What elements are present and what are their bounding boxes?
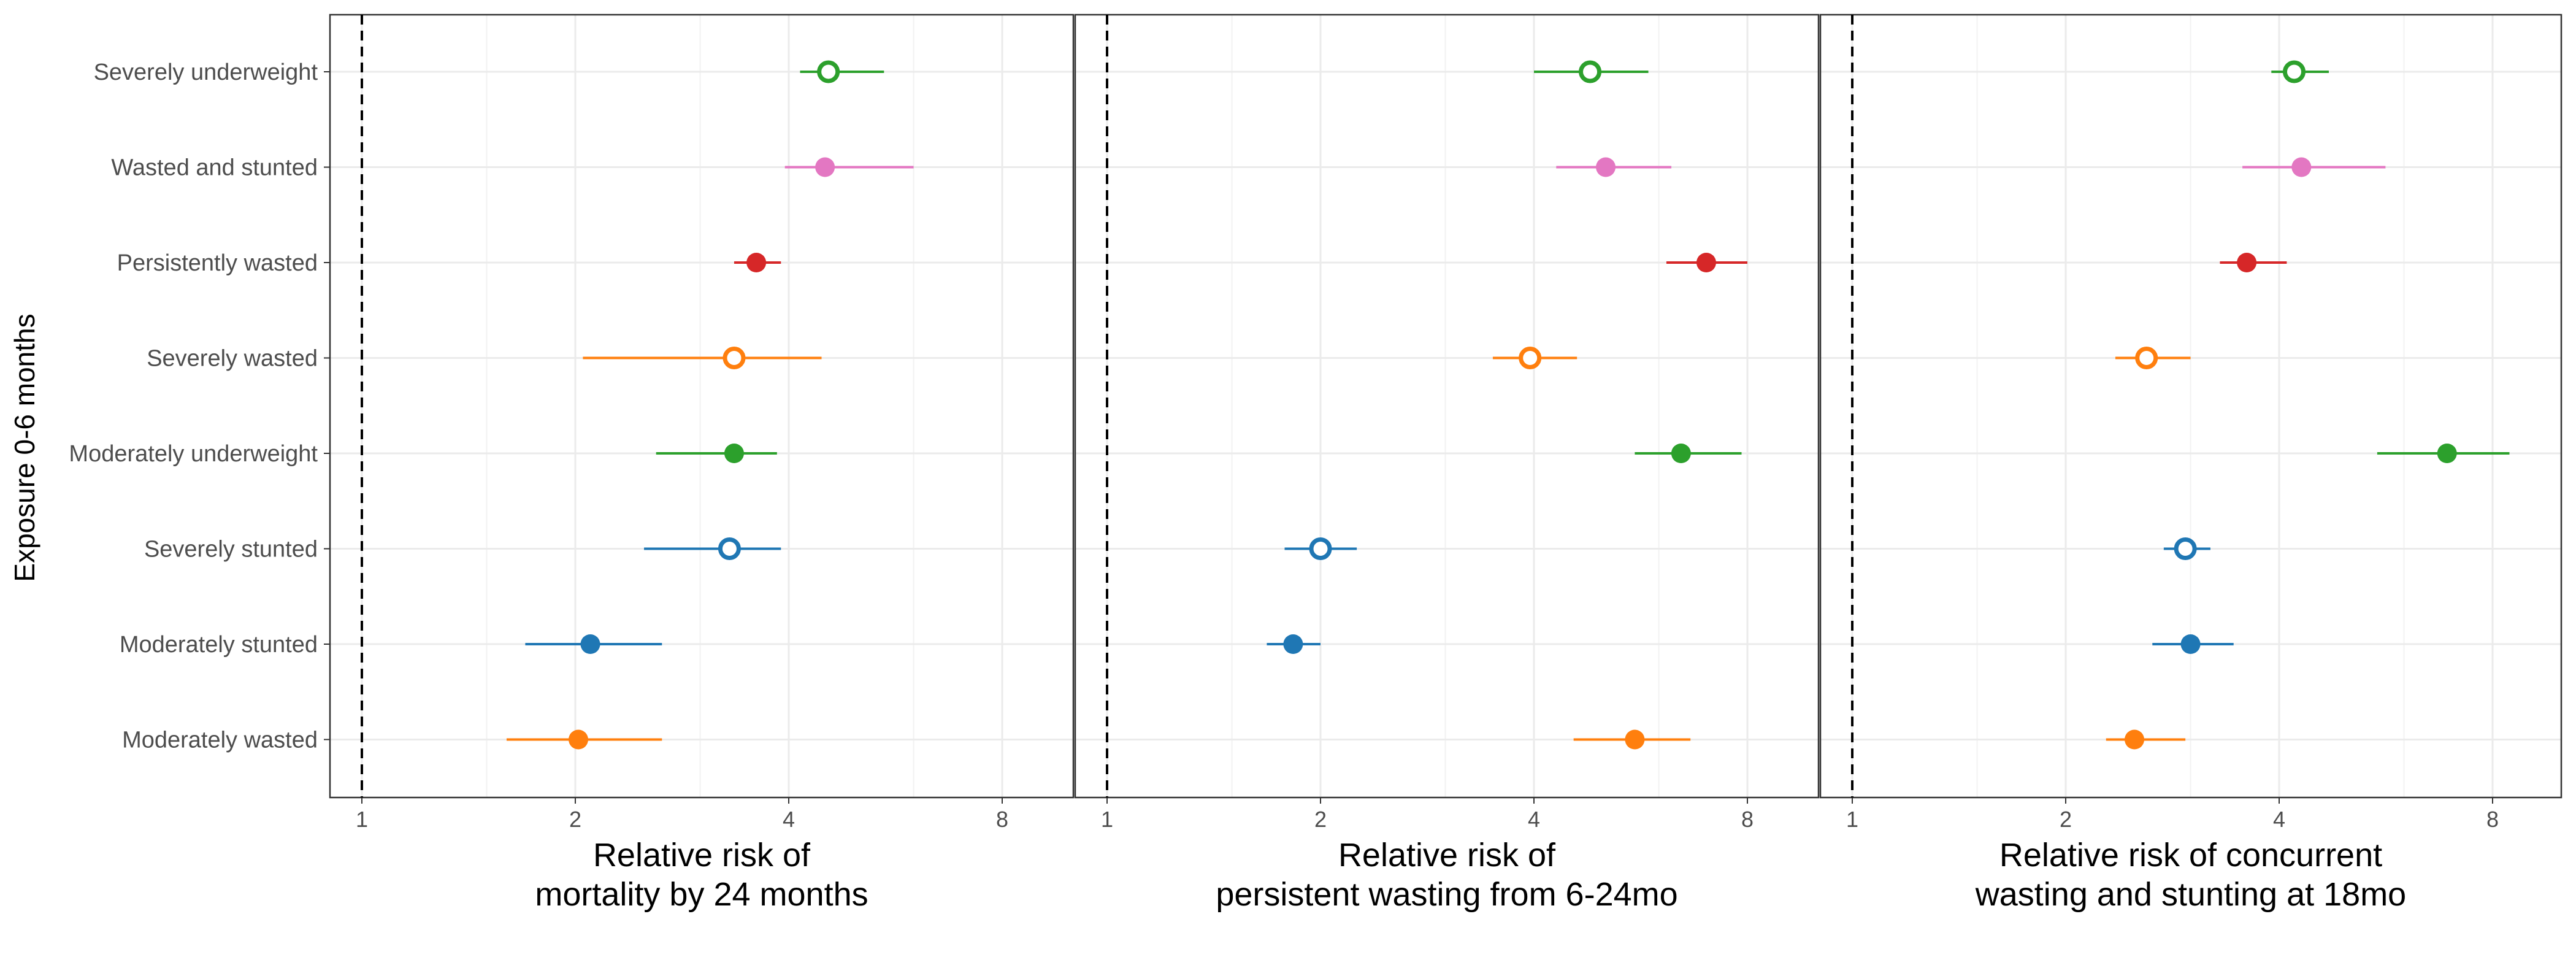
x-tick-label: 8 bbox=[996, 807, 1008, 832]
y-tick-label: Moderately stunted bbox=[120, 632, 318, 658]
x-tick-label: 2 bbox=[2060, 807, 2072, 832]
point-estimate bbox=[568, 729, 588, 750]
point-estimate-hollow bbox=[2282, 60, 2306, 83]
panel-border bbox=[329, 13, 1075, 799]
point-estimate-hollow bbox=[817, 60, 840, 83]
x-tick-label: 8 bbox=[2486, 807, 2499, 832]
point-estimate-hollow bbox=[723, 347, 746, 369]
grid-layer bbox=[330, 15, 2561, 798]
x-axis-title: persistent wasting from 6-24mo bbox=[1216, 876, 1677, 913]
x-axis-title: mortality by 24 months bbox=[535, 876, 868, 913]
point-estimate-hollow bbox=[718, 537, 741, 560]
point-estimate bbox=[1625, 729, 1645, 750]
x-axis-title: Relative risk of bbox=[593, 837, 811, 874]
x-tick-label: 2 bbox=[569, 807, 581, 832]
point-estimate-hollow bbox=[2135, 347, 2158, 369]
point-estimate-hollow bbox=[1519, 347, 1542, 369]
point-estimate bbox=[1596, 157, 1616, 177]
y-tick-label: Severely wasted bbox=[147, 346, 318, 372]
x-tick-label: 2 bbox=[1314, 807, 1327, 832]
point-estimate bbox=[1283, 634, 1303, 654]
x-tick-label: 1 bbox=[356, 807, 368, 832]
x-tick-label: 4 bbox=[1528, 807, 1540, 832]
x-axis-title: wasting and stunting at 18mo bbox=[1975, 876, 2406, 913]
y-axis-title: Exposure 0-6 months bbox=[9, 313, 40, 582]
y-tick-label: Moderately wasted bbox=[122, 728, 318, 753]
axis-text: Severely underweight Wasted and stunted Pe… bbox=[69, 60, 2499, 913]
panel-frames bbox=[329, 13, 2563, 799]
x-axis-title: Relative risk of concurrent bbox=[1999, 837, 2382, 874]
panel-border bbox=[1074, 13, 1820, 799]
x-tick-label: 4 bbox=[783, 807, 795, 832]
point-estimate-hollow bbox=[2174, 537, 2197, 560]
point-estimate bbox=[580, 634, 600, 654]
x-tick-label: 4 bbox=[2273, 807, 2285, 832]
point-estimate bbox=[2125, 729, 2145, 750]
x-axis-title: Relative risk of bbox=[1338, 837, 1556, 874]
point-estimate-hollow bbox=[1579, 60, 1602, 83]
point-estimate bbox=[2291, 157, 2312, 177]
point-estimate bbox=[746, 253, 767, 272]
y-tick-label: Severely underweight bbox=[94, 60, 318, 85]
data-marks bbox=[361, 15, 2510, 798]
y-tick-label: Severely stunted bbox=[144, 537, 318, 563]
panel-border bbox=[1819, 13, 2563, 799]
point-estimate bbox=[2437, 444, 2457, 463]
y-tick-label: Persistently wasted bbox=[117, 250, 318, 276]
point-estimate bbox=[2180, 634, 2201, 654]
point-estimate bbox=[2237, 253, 2257, 272]
point-estimate bbox=[724, 444, 744, 463]
x-tick-label: 1 bbox=[1846, 807, 1858, 832]
x-tick-label: 8 bbox=[1741, 807, 1754, 832]
y-tick-label: Moderately underweight bbox=[69, 441, 318, 467]
point-estimate bbox=[1671, 444, 1691, 463]
point-estimate bbox=[815, 157, 835, 177]
x-tick-label: 1 bbox=[1101, 807, 1113, 832]
point-estimate bbox=[1696, 253, 1716, 272]
point-estimate-hollow bbox=[1309, 537, 1332, 560]
y-tick-label: Wasted and stunted bbox=[111, 155, 318, 181]
